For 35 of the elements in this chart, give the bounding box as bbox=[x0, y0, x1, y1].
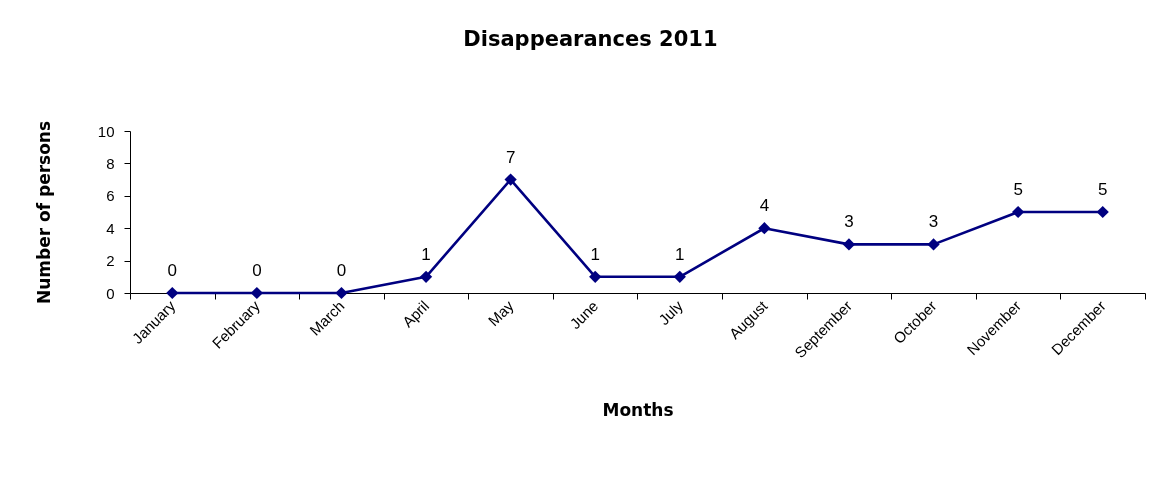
point bbox=[927, 238, 940, 251]
chart-title: Disappearances 2011 bbox=[463, 27, 718, 52]
data-label: 3 bbox=[928, 212, 939, 232]
point bbox=[166, 286, 179, 300]
point bbox=[504, 173, 517, 186]
y-tick-label: 8 bbox=[106, 154, 115, 172]
data-label: 1 bbox=[421, 244, 431, 264]
data-label: 0 bbox=[252, 261, 262, 280]
point bbox=[758, 222, 771, 235]
point bbox=[589, 270, 602, 283]
data-label: 5 bbox=[1097, 180, 1108, 199]
data-label: 4 bbox=[759, 196, 770, 216]
x-axis-title: Months bbox=[602, 400, 674, 421]
y-tick-label: 10 bbox=[97, 122, 115, 140]
point bbox=[673, 270, 686, 283]
point bbox=[250, 286, 263, 300]
data-label: 0 bbox=[336, 261, 347, 280]
data-label: 7 bbox=[505, 147, 516, 167]
x-tick-label: May bbox=[484, 296, 518, 330]
data-label: 3 bbox=[844, 212, 854, 232]
y-tick-label: 0 bbox=[106, 284, 115, 302]
data-label: 0 bbox=[167, 261, 178, 280]
point bbox=[419, 270, 433, 283]
data-label: 1 bbox=[590, 244, 600, 264]
point bbox=[1096, 205, 1109, 219]
y-tick-label: 4 bbox=[106, 219, 115, 237]
point bbox=[842, 238, 856, 251]
y-axis-title: Number of persons bbox=[33, 120, 54, 305]
point bbox=[335, 286, 348, 300]
x-tick-label: July bbox=[655, 296, 687, 329]
data-label: 5 bbox=[1013, 180, 1023, 199]
y-tick-label: 2 bbox=[106, 252, 115, 270]
data-label: 1 bbox=[675, 244, 685, 264]
point bbox=[1012, 205, 1025, 219]
y-tick-label: 6 bbox=[106, 187, 115, 205]
